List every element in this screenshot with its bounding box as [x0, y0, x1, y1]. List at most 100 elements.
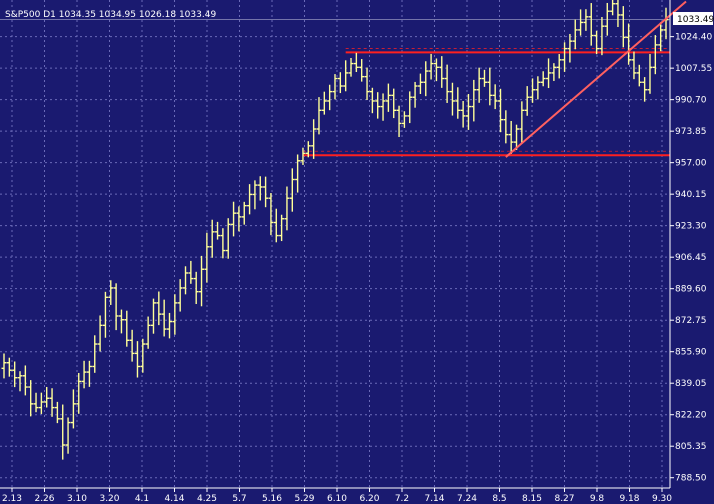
ohlc-bar	[588, 3, 594, 46]
ohlc-bar	[343, 60, 349, 92]
ohlc-bar	[316, 97, 322, 135]
ohlc-bar	[519, 101, 525, 144]
ohlc-bar	[615, 0, 621, 28]
ohlc-bar	[391, 88, 397, 119]
last-price-label: 1033.49	[673, 12, 714, 25]
ohlc-bar	[636, 64, 642, 87]
ohlc-bar	[412, 81, 418, 108]
ohlc-bar	[481, 69, 487, 87]
x-tick-label: 7.14	[424, 494, 444, 504]
ohlc-bar	[6, 357, 12, 377]
ohlc-bar	[118, 309, 124, 334]
y-tick-label: 872.75	[675, 316, 707, 326]
chart-grid	[0, 0, 670, 488]
ohlc-bar	[150, 298, 156, 334]
y-axis: 1024.40 1007.55 990.70 973.85 957.00 940.15 92…	[669, 0, 712, 488]
trendline	[505, 0, 687, 158]
y-tick-label: 973.85	[675, 127, 707, 137]
ohlc-bar	[492, 84, 498, 110]
ohlc-bar	[129, 329, 135, 362]
ohlc-bar	[70, 389, 76, 429]
ohlc-bar	[642, 77, 648, 102]
x-tick-label: 7.24	[457, 494, 477, 504]
y-tick-label: 855.90	[675, 348, 707, 358]
ohlc-bar	[33, 392, 39, 413]
ohlc-bar	[631, 51, 637, 80]
x-tick-label: 3.20	[99, 494, 119, 504]
x-tick-label: 9.18	[619, 494, 639, 504]
ohlc-bar	[65, 417, 71, 454]
ohlc-bar	[476, 67, 482, 103]
ohlc-bar	[465, 94, 471, 130]
ohlc-bar	[540, 71, 546, 87]
ohlc-bar	[140, 338, 146, 373]
ohlc-bar	[156, 291, 162, 326]
ohlc-bar	[567, 33, 573, 63]
ohlc-bar	[247, 184, 253, 215]
ohlc-bar	[407, 91, 413, 124]
ohlc-bar	[28, 380, 34, 417]
x-axis: 2.13 2.26 3.10 3.20 4.1 4.14 4.25 5.7 5.16 5.29 6.…	[0, 487, 672, 504]
ohlc-bar	[369, 87, 375, 114]
ohlc-bar	[76, 372, 82, 414]
ohlc-bar	[364, 67, 370, 101]
x-tick-label: 3.10	[67, 494, 87, 504]
x-tick-label: 4.25	[197, 494, 217, 504]
ohlc-bar	[604, 2, 610, 36]
ohlc-bar	[487, 67, 493, 106]
ohlc-bar	[535, 76, 541, 100]
x-tick-label: 4.1	[135, 494, 149, 504]
ohlc-bar	[268, 193, 274, 236]
ohlc-bar	[327, 84, 333, 111]
y-tick-label: 923.30	[675, 222, 707, 232]
ohlc-bar	[209, 219, 215, 258]
ohlc-bar	[396, 105, 402, 138]
x-tick-label: 5.29	[294, 494, 314, 504]
ohlc-bar	[284, 186, 290, 231]
ohlc-bar	[86, 360, 92, 387]
ohlc-bar	[471, 79, 477, 122]
ohlc-bar	[359, 59, 365, 82]
ohlc-bar	[145, 316, 151, 349]
ohlc-bar	[578, 9, 584, 36]
ohlc-bar	[439, 56, 445, 88]
ohlc-bar	[289, 168, 295, 212]
ohlc-bar	[300, 147, 306, 165]
ohlc-bar	[12, 361, 18, 388]
ohlc-bar	[524, 86, 530, 116]
ohlc-bar	[401, 111, 407, 128]
ohlc-bar	[97, 315, 103, 352]
ohlc-bar	[1, 353, 7, 379]
ohlc-bar	[124, 310, 130, 347]
ohlc-bar	[572, 19, 578, 50]
y-tick-label: 805.35	[675, 442, 707, 452]
x-tick-label: 6.10	[327, 494, 347, 504]
ohlc-bar	[236, 206, 242, 232]
y-tick-label: 839.05	[675, 379, 707, 389]
ohlc-bar	[134, 341, 140, 378]
ohlc-bars	[1, 0, 669, 460]
ohlc-bar	[167, 312, 172, 339]
ohlc-bar	[252, 180, 258, 210]
y-tick-label: 990.70	[675, 96, 707, 106]
ohlc-bar	[49, 388, 55, 417]
ohlc-bar	[514, 124, 520, 150]
last-price-text: 1033.49	[677, 15, 714, 25]
x-tick-label: 9.8	[590, 494, 605, 504]
ohlc-bar	[183, 266, 189, 295]
ohlc-bar	[215, 221, 221, 240]
ohlc-bar	[305, 141, 311, 158]
ohlc-bar	[113, 283, 119, 331]
ohlc-bar	[652, 35, 658, 75]
ohlc-bar	[321, 91, 327, 115]
header-symbol: S&P500 D1 1034.35 1034.95 1026.18 1033.4…	[5, 10, 216, 20]
ohlc-bar	[38, 392, 44, 414]
ohlc-bar	[353, 52, 359, 73]
ohlc-bar	[81, 360, 87, 389]
x-tick-label: 5.7	[232, 494, 246, 504]
ohlc-bar	[332, 74, 338, 100]
ohlc-bar	[498, 88, 503, 133]
ohlc-bar	[433, 58, 439, 82]
ohlc-bar	[220, 228, 226, 259]
